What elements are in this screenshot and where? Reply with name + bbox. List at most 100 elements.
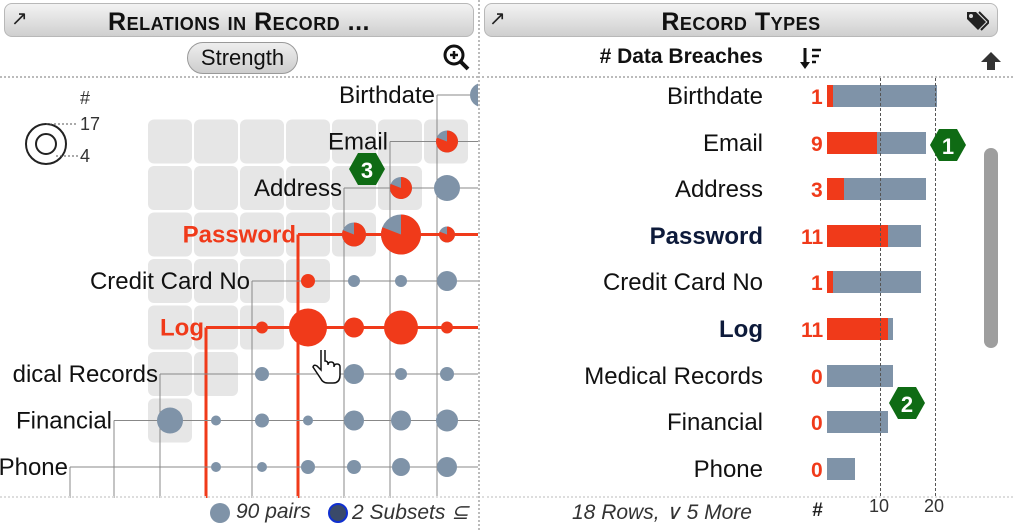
row-label: Financial	[16, 408, 112, 435]
pairs-dot-icon	[210, 503, 230, 523]
record-type-label[interactable]: Email	[702, 129, 763, 157]
breach-bar[interactable]	[827, 224, 888, 247]
axis-hash: #	[812, 500, 823, 521]
legend-symbol: #	[80, 88, 90, 108]
pair-dot	[211, 462, 221, 472]
matrix-cell	[148, 119, 192, 164]
pair-dot	[255, 413, 269, 428]
record-type-label[interactable]: Medical Records	[584, 362, 763, 390]
total-bar[interactable]	[827, 271, 921, 294]
matrix-cell	[148, 305, 192, 350]
axis-tick-20: 20	[924, 496, 945, 516]
total-bar[interactable]	[827, 85, 937, 107]
record-type-label[interactable]: Log	[719, 316, 763, 343]
record-type-label[interactable]: Phone	[693, 455, 763, 483]
breach-bar[interactable]	[827, 131, 877, 154]
breach-count: 0	[811, 458, 823, 482]
row-label: Email	[328, 129, 388, 156]
legend-small: 4	[80, 146, 90, 166]
scrollbar[interactable]	[984, 148, 998, 348]
column-header[interactable]: # Data Breaches	[599, 45, 763, 68]
pair-dot	[384, 310, 418, 345]
relations-title: Relations in Record ...	[108, 8, 370, 36]
pair-dot	[347, 460, 361, 474]
gridline-20	[935, 78, 936, 496]
record-types-header: ↗︎ Record Types	[484, 3, 998, 37]
breach-count: 11	[801, 225, 824, 249]
record-type-label[interactable]: Password	[649, 222, 763, 250]
legend-big: 17	[80, 114, 100, 134]
pair-dot	[344, 364, 364, 384]
breach-count: 11	[801, 319, 824, 342]
pair-dot-fraction	[435, 130, 458, 153]
matrix-cell	[194, 119, 238, 164]
pair-dot	[348, 275, 360, 287]
total-bar[interactable]	[827, 457, 855, 480]
breach-bar[interactable]	[827, 318, 888, 340]
record-type-label[interactable]: Credit Card No	[602, 269, 763, 297]
matrix-cell	[286, 166, 330, 210]
total-bar[interactable]	[827, 411, 888, 434]
row-label: Credit Card No	[90, 268, 250, 295]
zoom-in-icon[interactable]	[442, 43, 470, 71]
total-bar[interactable]	[827, 364, 893, 387]
pair-dot	[256, 321, 268, 334]
pair-dot	[255, 367, 269, 381]
pair-dot	[301, 274, 315, 288]
breach-bar[interactable]	[827, 271, 833, 294]
collapse-icon[interactable]: ↗︎	[489, 8, 506, 30]
row-label: Address	[254, 175, 342, 202]
breach-bar[interactable]	[827, 178, 844, 201]
pair-dot	[303, 415, 313, 426]
breach-count: 1	[811, 86, 823, 109]
row-label: Phone	[0, 454, 68, 481]
matrix-cell	[240, 166, 284, 210]
relation-matrix[interactable]: Birthdate Email Address Password Credit Card…	[0, 78, 478, 498]
breach-bar[interactable]	[827, 85, 833, 107]
relations-panel: ↗︎ Relations in Record ... Strength Birt…	[0, 0, 480, 530]
row-label: Log	[160, 315, 204, 342]
scroll-up-icon[interactable]	[980, 50, 1002, 72]
breach-count: 0	[811, 412, 823, 436]
badge-1: 1	[930, 129, 966, 161]
collapse-icon[interactable]: ↗︎	[11, 8, 28, 30]
matrix-cell	[194, 166, 238, 210]
breach-count: 3	[811, 179, 823, 203]
pair-dot	[344, 317, 364, 338]
axis-tick-10: 10	[869, 496, 890, 516]
subsets-count[interactable]: 2 Subsets ⊆	[352, 501, 469, 524]
hand-cursor-icon	[312, 350, 341, 384]
relations-header: ↗︎ Relations in Record ...	[4, 3, 474, 37]
sort-descending-icon[interactable]	[800, 46, 822, 70]
pair-dot	[395, 275, 407, 287]
matrix-cell	[240, 119, 284, 164]
matrix-cell	[148, 259, 192, 303]
subsets-dot-icon	[328, 503, 348, 523]
pair-dot	[434, 175, 460, 201]
pair-dot-fraction	[380, 214, 421, 255]
badge-3: 3	[349, 153, 385, 185]
record-type-label[interactable]: Financial	[666, 409, 763, 437]
total-bar[interactable]	[827, 178, 926, 201]
strength-button[interactable]: Strength	[187, 42, 298, 74]
pair-dot-fraction	[439, 226, 455, 243]
svg-text:2: 2	[901, 392, 913, 417]
pair-dot	[289, 308, 327, 347]
footer-divider	[482, 496, 1013, 498]
rows-more-link[interactable]: 18 Rows, ∨ 5 More	[572, 501, 752, 524]
pair-dot	[470, 83, 478, 107]
badge-2: 2	[889, 387, 925, 419]
pair-dot	[395, 368, 407, 380]
tag-icon[interactable]	[965, 10, 989, 32]
pairs-count: 90 pairs	[236, 500, 311, 523]
breach-count: 0	[811, 365, 823, 389]
pair-dot	[391, 410, 411, 431]
matrix-cell	[332, 119, 376, 164]
pair-dot-fraction	[390, 177, 412, 199]
record-type-label[interactable]: Address	[674, 176, 763, 204]
record-types-panel: ↗︎ Record Types # Data Breaches Birthdat…	[482, 0, 1013, 530]
record-types-title: Record Types	[661, 8, 821, 36]
pair-dot	[301, 460, 315, 474]
record-type-label[interactable]: Birthdate	[666, 83, 763, 110]
matrix-cell	[194, 259, 238, 303]
